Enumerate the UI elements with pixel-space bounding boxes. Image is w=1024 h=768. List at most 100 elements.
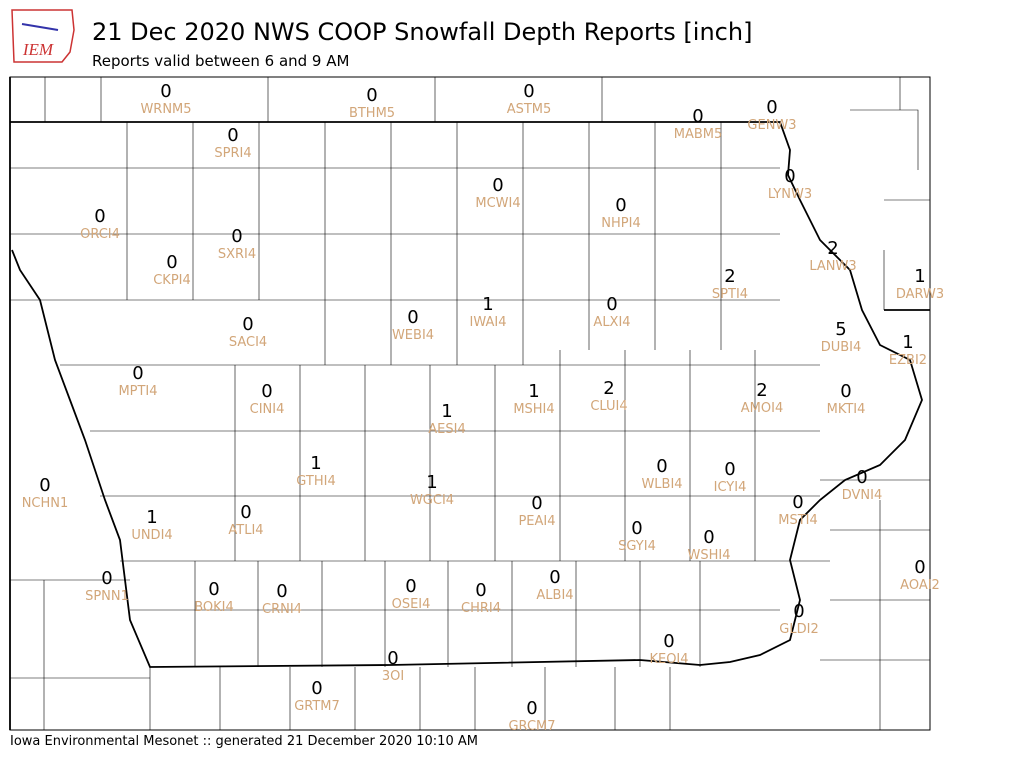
station-id: MCWI4 <box>475 196 520 211</box>
station-id: GLDI2 <box>779 622 818 637</box>
station-id: SXRI4 <box>218 247 256 262</box>
logo-line <box>21 23 59 31</box>
station-id: WEBI4 <box>392 328 434 343</box>
station-value: 0 <box>663 631 674 652</box>
logo-outline <box>11 9 75 63</box>
station-value: 0 <box>160 81 171 102</box>
station-value: 0 <box>606 294 617 315</box>
station-value: 1 <box>310 453 321 474</box>
logo: IEM <box>11 9 75 63</box>
station-id: MPTI4 <box>118 384 157 399</box>
station-id: CKPI4 <box>153 273 191 288</box>
station-value: 1 <box>914 266 925 287</box>
station-id: BTHM5 <box>349 106 395 121</box>
station-id: SACI4 <box>229 335 267 350</box>
station-id: EZBI2 <box>889 353 927 368</box>
station-value: 0 <box>631 518 642 539</box>
station-id: 3OI <box>382 669 404 684</box>
station-value: 1 <box>902 332 913 353</box>
station-value: 0 <box>692 106 703 127</box>
station-id: LANW3 <box>809 259 856 274</box>
station-id: AMOI4 <box>741 401 783 416</box>
station-value: 0 <box>366 85 377 106</box>
station-value: 0 <box>208 579 219 600</box>
station-id: ALXI4 <box>593 315 630 330</box>
station-id: WLBI4 <box>641 477 682 492</box>
station-id: AESI4 <box>428 422 465 437</box>
station-value: 0 <box>231 226 242 247</box>
station-value: 0 <box>615 195 626 216</box>
station-id: CRNI4 <box>262 602 302 617</box>
station-id: CHRI4 <box>461 601 501 616</box>
station-value: 0 <box>656 456 667 477</box>
station-id: MKTI4 <box>827 402 866 417</box>
station-value: 2 <box>827 238 838 259</box>
footer: Iowa Environmental Mesonet :: generated … <box>10 734 478 749</box>
station-value: 0 <box>276 581 287 602</box>
station-value: 0 <box>549 567 560 588</box>
station-value: 1 <box>482 294 493 315</box>
station-id: NHPI4 <box>601 216 640 231</box>
station-id: ATLI4 <box>228 523 263 538</box>
station-value: 0 <box>793 601 804 622</box>
station-id: WRNM5 <box>140 102 191 117</box>
station-value: 0 <box>227 125 238 146</box>
station-value: 1 <box>146 507 157 528</box>
station-id: GRTM7 <box>294 699 340 714</box>
station-id: DARW3 <box>896 287 944 302</box>
station-id: SPNN1 <box>85 589 129 604</box>
station-value: 0 <box>242 314 253 335</box>
station-id: ICYI4 <box>714 480 747 495</box>
station-value: 0 <box>387 648 398 669</box>
station-id: MABM5 <box>674 127 723 142</box>
station-value: 0 <box>526 698 537 719</box>
basemap <box>9 76 931 731</box>
station-id: GRCM7 <box>508 719 555 734</box>
station-value: 0 <box>792 492 803 513</box>
station-value: 1 <box>441 401 452 422</box>
station-id: BOKI4 <box>194 600 234 615</box>
station-value: 2 <box>724 266 735 287</box>
station-value: 0 <box>784 166 795 187</box>
station-id: MSTI4 <box>778 513 818 528</box>
station-value: 0 <box>531 493 542 514</box>
station-value: 2 <box>603 378 614 399</box>
station-id: ASTM5 <box>507 102 552 117</box>
station-value: 0 <box>407 307 418 328</box>
title: 21 Dec 2020 NWS COOP Snowfall Depth Repo… <box>92 18 752 46</box>
station-value: 0 <box>703 527 714 548</box>
station-value: 5 <box>835 319 846 340</box>
station-id: CINI4 <box>250 402 285 417</box>
station-id: WSHI4 <box>688 548 731 563</box>
station-value: 0 <box>132 363 143 384</box>
subtitle: Reports valid between 6 and 9 AM <box>92 52 349 70</box>
station-id: SPTI4 <box>712 287 748 302</box>
station-id: WGCI4 <box>410 493 454 508</box>
station-value: 0 <box>405 576 416 597</box>
station-value: 0 <box>523 81 534 102</box>
logo-text: IEM <box>22 40 54 59</box>
station-id: DUBI4 <box>821 340 862 355</box>
station-value: 0 <box>840 381 851 402</box>
station-value: 0 <box>311 678 322 699</box>
station-value: 1 <box>426 472 437 493</box>
station-value: 0 <box>724 459 735 480</box>
station-value: 0 <box>240 502 251 523</box>
map-frame <box>9 76 931 731</box>
station-id: CLUI4 <box>590 399 627 414</box>
station-value: 0 <box>101 568 112 589</box>
station-id: IWAI4 <box>470 315 507 330</box>
station-value: 0 <box>94 206 105 227</box>
station-id: GTHI4 <box>296 474 335 489</box>
station-value: 0 <box>261 381 272 402</box>
station-value: 0 <box>166 252 177 273</box>
station-value: 0 <box>766 97 777 118</box>
station-id: MSHI4 <box>513 402 554 417</box>
station-value: 0 <box>39 475 50 496</box>
station-id: UNDI4 <box>131 528 172 543</box>
station-id: AOAI2 <box>900 578 940 593</box>
station-id: PEAI4 <box>518 514 555 529</box>
station-id: DVNI4 <box>842 488 883 503</box>
